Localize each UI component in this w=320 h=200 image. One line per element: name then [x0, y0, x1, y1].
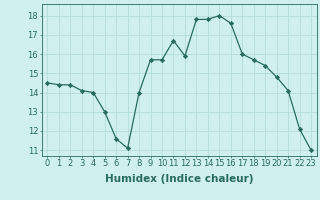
X-axis label: Humidex (Indice chaleur): Humidex (Indice chaleur) — [105, 174, 253, 184]
